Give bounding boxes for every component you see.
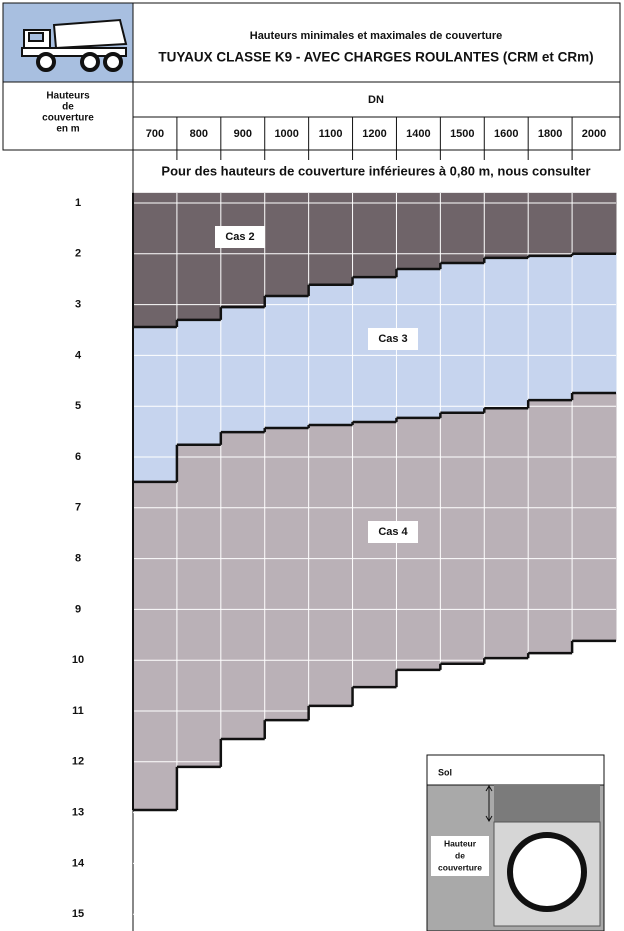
- chart-subtitle: TUYAUX CLASSE K9 - AVEC CHARGES ROULANTE…: [158, 50, 593, 65]
- inset-label: couverture: [438, 862, 482, 872]
- band-cell: [396, 417, 441, 670]
- x-tick-label: 2000: [582, 128, 606, 140]
- y-tick-label: 8: [75, 553, 81, 565]
- band-cell: [220, 307, 266, 433]
- y-tick-label: 4: [75, 349, 82, 361]
- band-cell: [220, 432, 266, 739]
- x-tick-label: 900: [234, 128, 252, 140]
- series-label-box: [215, 226, 265, 248]
- y-tick-label: 5: [75, 400, 81, 412]
- band-cell: [176, 319, 222, 445]
- inset: Sol Hauteur de couverture: [426, 754, 605, 931]
- band-cell: [572, 253, 617, 393]
- y-axis-title: de: [62, 102, 74, 113]
- x-tick-label: 700: [146, 128, 164, 140]
- y-tick-label: 6: [75, 451, 81, 463]
- band-cell: [176, 192, 222, 320]
- band-cell: [352, 192, 397, 278]
- band-cell: [572, 392, 617, 641]
- x-tick-label: 1600: [494, 128, 518, 140]
- x-axis-title: DN: [368, 94, 384, 106]
- band-cell: [308, 284, 354, 425]
- inset-pipe: [507, 832, 587, 912]
- band-cell: [484, 192, 529, 258]
- series-label: Cas 2: [225, 231, 254, 243]
- band-cell: [572, 192, 617, 254]
- band-cell: [264, 192, 310, 296]
- chart-title: Hauteurs minimales et maximales de couve…: [250, 30, 503, 42]
- y-tick-label: 14: [72, 857, 85, 869]
- band-cell: [133, 192, 178, 327]
- y-tick-label: 3: [75, 299, 81, 311]
- column-header-frame: [2, 81, 621, 151]
- y-tick-label: 15: [72, 908, 84, 920]
- band-cell: [528, 255, 573, 401]
- note: Pour des hauteurs de couverture inférieu…: [161, 163, 590, 178]
- x-tick-label: 1400: [406, 128, 430, 140]
- inset-label: de: [455, 850, 465, 860]
- inset-arrow-head: [485, 785, 493, 822]
- series-label: Cas 3: [378, 333, 407, 345]
- band-cell: [396, 192, 441, 270]
- x-tick-label: 1100: [319, 128, 343, 140]
- plot: 700 800 900 1000 1100 1200 1400 1500 1600 1800 200…: [72, 117, 617, 931]
- y-tick-label: 12: [72, 756, 84, 768]
- band-cell: [264, 428, 310, 721]
- truck-icon: [21, 18, 128, 72]
- x-tick-label: 1000: [274, 128, 298, 140]
- y-tick-label: 11: [72, 705, 84, 717]
- inset-label: Sol: [438, 767, 452, 777]
- x-tick-label: 1500: [450, 128, 474, 140]
- band-cell: [352, 421, 397, 688]
- band-cell: [484, 408, 529, 659]
- inset-label-box: [431, 836, 489, 876]
- inset-label: Hauteur: [444, 838, 477, 848]
- y-tick-label: 2: [75, 248, 81, 260]
- x-tick-label: 1800: [538, 128, 562, 140]
- inset-cover: [494, 785, 600, 822]
- band-cell: [528, 192, 573, 256]
- y-axis-title: Hauteurs: [46, 91, 90, 102]
- band-cell: [308, 424, 354, 706]
- band-cell: [133, 481, 178, 811]
- band-cell: [440, 262, 485, 413]
- band-cell: [528, 400, 573, 654]
- y-tick-label: 9: [75, 603, 81, 615]
- x-tick-label: 1200: [362, 128, 386, 140]
- y-tick-label: 10: [72, 654, 84, 666]
- series-label: Cas 4: [378, 526, 408, 538]
- series-label-box: [368, 521, 418, 543]
- band-cell: [484, 257, 529, 409]
- band-cell: [264, 295, 310, 429]
- y-tick-label: 13: [72, 807, 84, 819]
- band-cell: [176, 444, 222, 767]
- y-axis-title: couverture: [42, 113, 94, 124]
- band-cell: [440, 412, 485, 664]
- y-axis-title: en m: [56, 124, 79, 135]
- band-cell: [440, 192, 485, 263]
- y-tick-label: 7: [75, 502, 81, 514]
- band-cell: [220, 192, 266, 308]
- band-cell: [308, 192, 354, 285]
- series-label-box: [368, 328, 418, 350]
- x-tick-label: 800: [190, 128, 208, 140]
- y-tick-label: 1: [75, 197, 81, 209]
- band-cell: [133, 326, 178, 482]
